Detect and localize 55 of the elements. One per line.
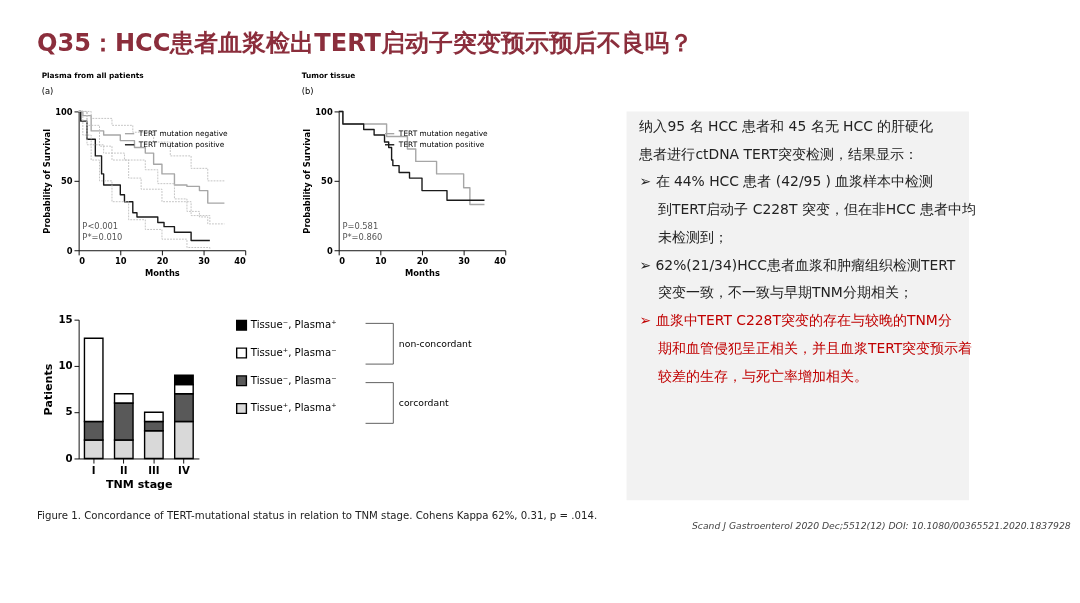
legend-label: TERT mutation negative: [397, 128, 489, 138]
x-tick-label: III: [148, 464, 160, 476]
legend-label: TERT mutation positive: [397, 139, 485, 149]
y-axis-title: Probability of Survival: [41, 128, 52, 234]
x-tick-label: 30: [198, 255, 211, 266]
y-tick-label: 0: [326, 245, 333, 256]
text: non-concordant: [398, 337, 472, 349]
annotation: P*=0.860: [342, 232, 383, 243]
text: ➢ 在 44% HCC 患者 (42/95 ) 血浆样本中检测到TERT启动子 C228T 突变，但在非HCC 患者中均未检测到；: [639, 173, 977, 245]
y-tick-label: 50: [321, 176, 333, 187]
x-tick-label: 40: [494, 255, 506, 266]
text: Scand J Gastroenterol 2020 Dec;5512(12) DOI: 10.1080/00365521.2020.1837928: [691, 519, 1071, 531]
legend-label: TERT mutation negative: [137, 128, 229, 138]
x-axis-title: Months: [405, 267, 440, 278]
x-tick-label: 0: [339, 255, 346, 266]
x-tick-label: 0: [79, 255, 86, 266]
x-tick-label: 40: [234, 255, 246, 266]
x-tick-label: 20: [156, 255, 169, 266]
x-tick-label: I: [91, 464, 96, 476]
x-tick-label: 10: [114, 255, 127, 266]
annotation: P*=0.010: [82, 232, 123, 243]
y-tick-label: 100: [55, 106, 73, 117]
y-tick-label: 0: [66, 245, 73, 256]
chart-title: Plasma from all patients: [41, 71, 145, 81]
legend-label: Tissue⁺, Plasma⁺: [249, 402, 337, 414]
y-axis-title: Patients: [42, 363, 55, 416]
x-axis-title: Months: [145, 267, 180, 278]
y-tick-label: 0: [65, 452, 73, 464]
x-tick-label: 10: [375, 255, 387, 266]
text: ➢ 血浆中TERT C228T突变的存在与较晚的TNM分期和血管侵犯呈正相关，并且血浆TERT突变预示着较差的生存，与死亡率增加相关。: [639, 312, 973, 384]
chart-title: Tumor tissue: [301, 71, 356, 81]
x-tick-label: II: [120, 464, 128, 476]
y-tick-label: 5: [65, 406, 73, 418]
x-tick-label: 30: [458, 255, 471, 266]
caption: Figure 1. Concordance of TERT-mutational status in relation to TNM stage. Cohens Kappa 62%, 0.31, p = .014.: [37, 509, 598, 521]
annotation: P<0.001: [82, 220, 119, 231]
annotation: P=0.581: [342, 220, 379, 231]
text: corcordant: [398, 396, 449, 408]
legend-label: Tissue⁻, Plasma⁻: [249, 374, 337, 386]
x-axis-title: TNM stage: [105, 477, 173, 491]
legend-label: Tissue⁻, Plasma⁺: [249, 319, 337, 331]
y-tick-label: 15: [58, 313, 73, 325]
y-tick-label: 10: [58, 360, 73, 372]
x-tick-label: IV: [178, 464, 190, 476]
y-tick-label: 100: [315, 106, 333, 117]
text: ➢ 62%(21/34)HCC患者血浆和肿瘤组织检测TERT突变一致，不一致与早期TNM分期相关；: [639, 256, 956, 301]
text: 纳入95 名 HCC 患者和 45 名无 HCC 的肝硬化患者进行ctDNA TERT突变检测，结果显示：: [638, 117, 934, 162]
y-tick-label: 50: [61, 176, 73, 187]
y-axis-title: Probability of Survival: [301, 128, 312, 234]
text: Q35：HCC患者血浆检出TERT启动子突变预示预后不良吗？: [37, 29, 694, 58]
text: (a): [41, 85, 54, 96]
legend-label: Tissue⁺, Plasma⁻: [249, 346, 337, 358]
x-tick-label: 20: [416, 255, 429, 266]
legend-label: TERT mutation positive: [137, 139, 225, 149]
text: (b): [301, 85, 314, 96]
